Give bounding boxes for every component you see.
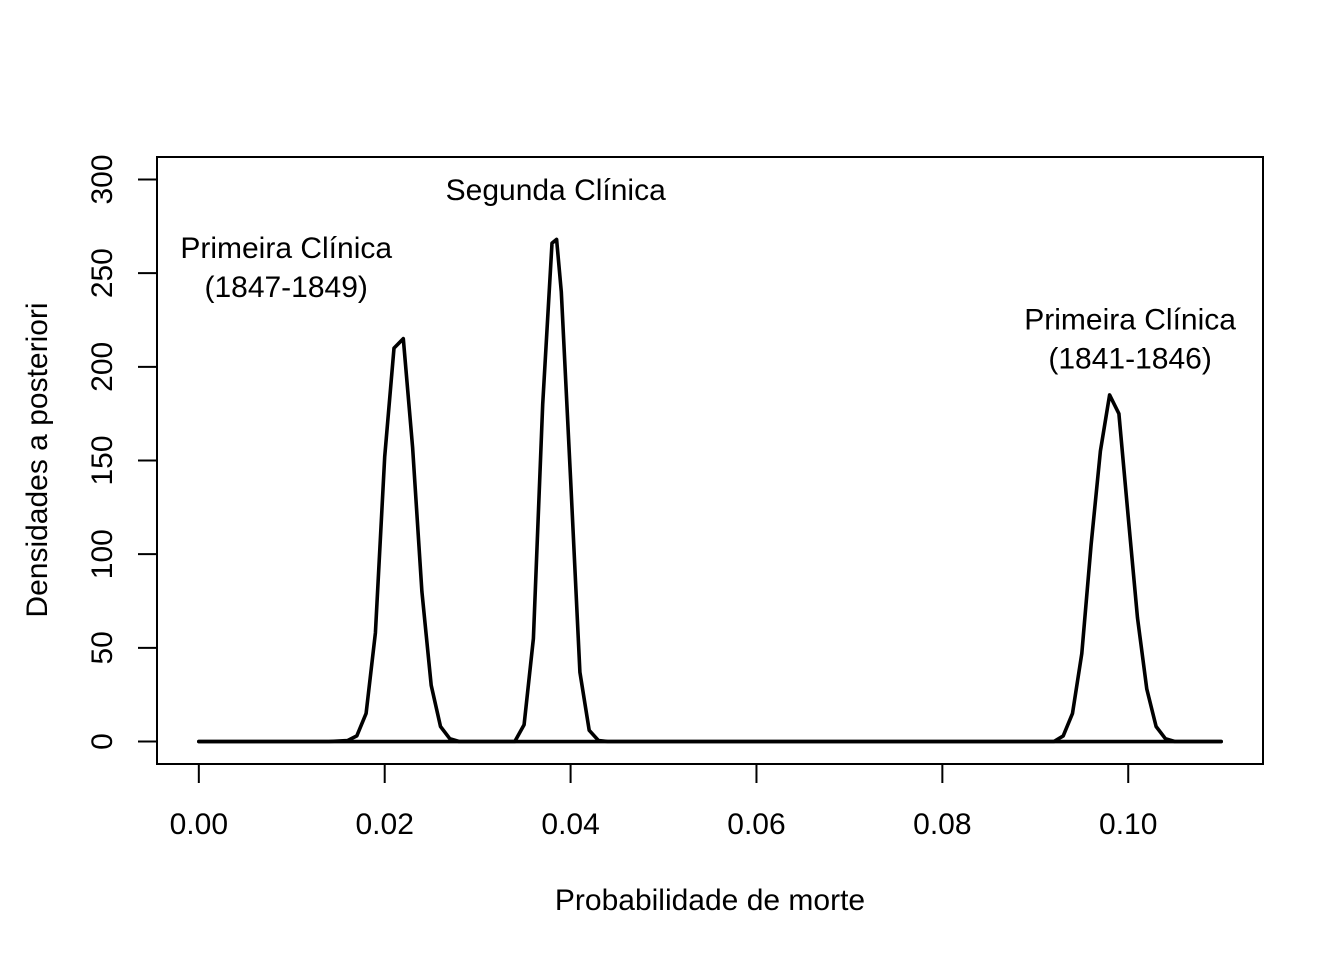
annotation-label: Segunda Clínica — [446, 174, 666, 207]
annotation-label: Primeira Clínica — [180, 232, 392, 265]
y-axis-title: Densidades a posteriori — [21, 302, 54, 617]
x-axis-title: Probabilidade de morte — [555, 884, 865, 917]
y-tick-label: 250 — [86, 248, 119, 298]
x-axis: 0.00 0.02 0.04 0.06 0.08 0.10 — [170, 763, 1157, 841]
x-tick-label: 0.04 — [541, 808, 599, 841]
y-tick-label: 50 — [86, 631, 119, 664]
y-tick-label: 150 — [86, 435, 119, 485]
density-line — [197, 237, 1223, 744]
x-tick-label: 0.06 — [727, 808, 785, 841]
y-tick-label: 200 — [86, 342, 119, 392]
annotation-label: Primeira Clínica — [1024, 303, 1236, 336]
x-tick-label: 0.02 — [356, 808, 414, 841]
x-tick-label: 0.00 — [170, 808, 228, 841]
y-axis: 0 50 100 150 200 250 300 — [86, 154, 158, 750]
annotation-label: (1847-1849) — [204, 271, 367, 304]
annotation-label: (1841-1846) — [1048, 342, 1211, 375]
series-layer — [197, 237, 1223, 744]
annotation-layer: Primeira Clínica (1847-1849) Segunda Clíni… — [180, 174, 1236, 375]
y-tick-label: 300 — [86, 154, 119, 204]
x-tick-label: 0.10 — [1099, 808, 1157, 841]
x-tick-label: 0.08 — [913, 808, 971, 841]
y-tick-label: 0 — [86, 733, 119, 750]
y-tick-label: 100 — [86, 529, 119, 579]
